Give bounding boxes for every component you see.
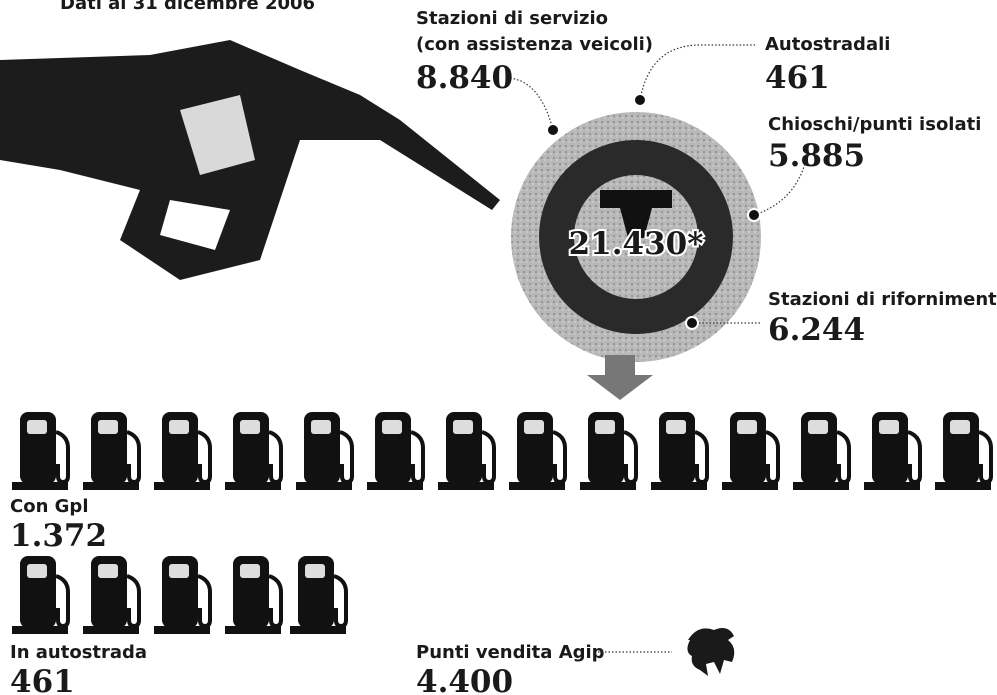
pump-value: 461 [10,664,75,695]
segment-label: Stazioni di servizio [416,8,608,29]
pump-icon [296,412,352,490]
segment-value: 6.244 [768,312,865,348]
segment-value: 461 [765,60,830,96]
pump-icon [580,412,636,490]
segment-value: 5.885 [768,138,865,174]
pump-icon [83,556,139,634]
segment-label: (con assistenza veicoli) [416,34,653,55]
pump-icon [935,412,991,490]
total: 21.430* [569,226,704,262]
pump-icon [864,412,920,490]
pump-icon [154,412,210,490]
pump-icon [12,556,68,634]
pump-icon [722,412,778,490]
pump-icon [154,556,210,634]
agip-label: Punti vendita Agip [416,642,605,663]
pump-label: Con Gpl [10,496,89,517]
pump-icon [12,412,68,490]
pump-icon [83,412,139,490]
segment-value: 8.840 [416,60,513,96]
pump-row [12,556,346,634]
agip-value: 4.400 [416,664,513,695]
segment-label: Stazioni di rifornimento [768,289,997,310]
pump-icon [651,412,707,490]
pump-label: In autostrada [10,642,147,663]
pump-icon [509,412,565,490]
pump-row [12,412,991,490]
ring-diagram [508,45,808,362]
agip-logo [687,628,734,676]
segment-label: Autostradali [765,34,890,55]
infographic: Dati al 31 dicembre 2006 21.430* Stazion… [0,0,997,695]
pump-icon [225,412,281,490]
pump-icon [290,556,346,634]
pump-icon [367,412,423,490]
segment-label: Chioschi/punti isolati [768,114,981,135]
pump-icon [225,556,281,634]
caption: Dati al 31 dicembre 2006 [60,0,315,14]
pump-icon [438,412,494,490]
pump-value: 1.372 [10,518,107,554]
pump-icon [793,412,849,490]
